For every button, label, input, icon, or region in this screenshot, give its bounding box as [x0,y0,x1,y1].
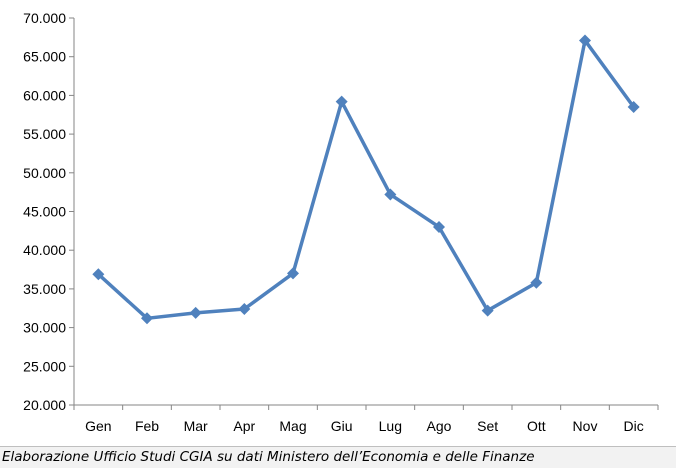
x-tick-label: Apr [233,418,255,434]
data-point-marker [335,95,348,108]
data-point-marker [287,267,299,280]
y-tick-label: 50.000 [23,165,66,181]
x-tick-label: Nov [573,418,598,434]
data-point-marker [384,188,397,201]
y-tick-label: 20.000 [23,397,66,413]
y-tick-label: 35.000 [23,281,66,297]
x-tick-label: Lug [379,418,402,434]
y-tick-label: 55.000 [23,126,66,142]
line-chart: 20.000 25.000 30.000 35.000 40.000 45.000 50.0… [23,10,659,434]
x-tick-label: Ott [527,418,546,434]
data-point-marker [189,306,202,319]
x-tick-label: Mar [184,418,208,434]
x-tick-label: Mag [279,418,306,434]
y-tick-label: 30.000 [23,320,66,336]
data-point-marker [433,220,445,233]
data-point-marker [579,34,591,47]
data-point-marker [141,312,153,325]
data-point-marker [481,304,494,317]
y-tick-label: 40.000 [23,242,66,258]
series-line [97,38,636,321]
data-point-marker [627,101,640,114]
x-tick-label: Set [477,418,498,434]
source-bar: Elaborazione Ufficio Studi CGIA su dati … [0,446,676,468]
x-tick-label: Feb [135,418,159,434]
chart-area: 20.000 25.000 30.000 35.000 40.000 45.000 50.0… [23,10,659,434]
x-tick-label: Gen [85,418,111,434]
x-tick-label: Dic [624,418,644,434]
source-note: Elaborazione Ufficio Studi CGIA su dati … [2,449,535,465]
x-tick-label: Ago [427,418,452,434]
x-tick-label: Giu [331,418,353,434]
y-tick-label: 60.000 [23,87,66,103]
data-point-marker [92,268,105,281]
y-tick-label: 45.000 [23,204,66,220]
y-tick-label: 70.000 [23,10,66,26]
data-point-marker [238,303,251,316]
y-tick-label: 65.000 [23,49,66,65]
y-tick-label: 25.000 [23,358,66,374]
data-point-marker [530,276,543,289]
